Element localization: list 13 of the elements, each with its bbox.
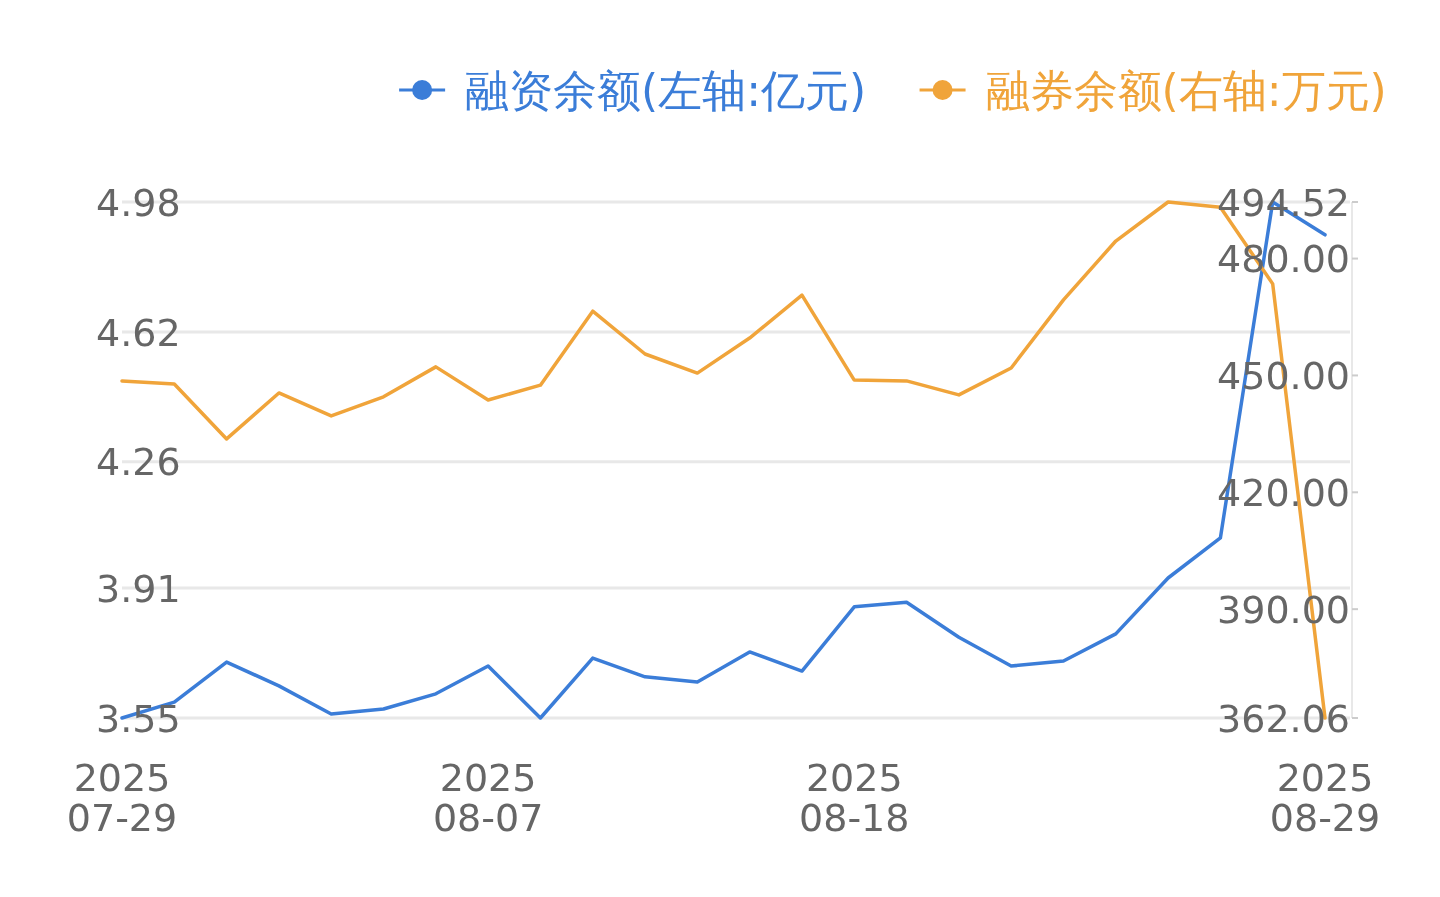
x-tick-label: 2025 08-07	[432, 755, 544, 840]
x-tick-label: 2025 07-29	[66, 755, 178, 840]
y-tick-label: 3.91	[96, 566, 181, 611]
y-tick-label: 4.62	[96, 310, 181, 355]
y-tick-label: 3.55	[96, 696, 181, 741]
y2-tick-label: 494.52	[1217, 180, 1350, 225]
x-tick-label: 2025 08-29	[1269, 755, 1381, 840]
legend-label: 融券余额(右轴:万元)	[985, 64, 1387, 116]
x-tick-label: 2025 08-18	[799, 755, 910, 840]
y-tick-label: 4.98	[96, 180, 181, 225]
y2-tick-label: 362.06	[1217, 696, 1350, 741]
legend-label: 融资余额(左轴:亿元)	[465, 64, 867, 116]
y-tick-label: 4.26	[96, 440, 181, 485]
